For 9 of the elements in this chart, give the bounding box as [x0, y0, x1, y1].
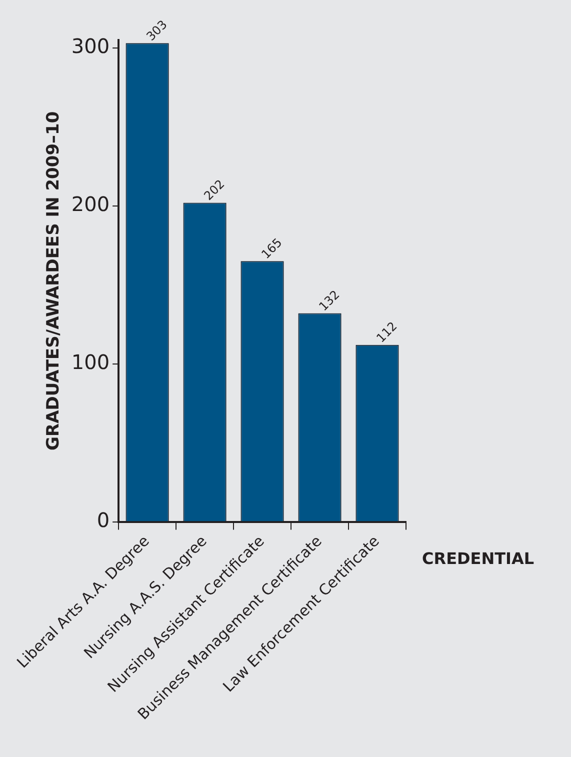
data-label: 303 — [144, 17, 170, 44]
y-tick-label: 0 — [96, 508, 110, 532]
x-axis-title: CREDENTIAL — [422, 548, 534, 568]
y-tick-label: 300 — [71, 34, 110, 58]
data-label: 112 — [374, 319, 400, 346]
y-tick-label: 100 — [71, 350, 110, 374]
data-label: 132 — [316, 288, 342, 314]
y-tick-label: 200 — [71, 192, 110, 216]
y-axis-title: GRADUATES/AWARDEES IN 2009–10 — [44, 111, 64, 450]
